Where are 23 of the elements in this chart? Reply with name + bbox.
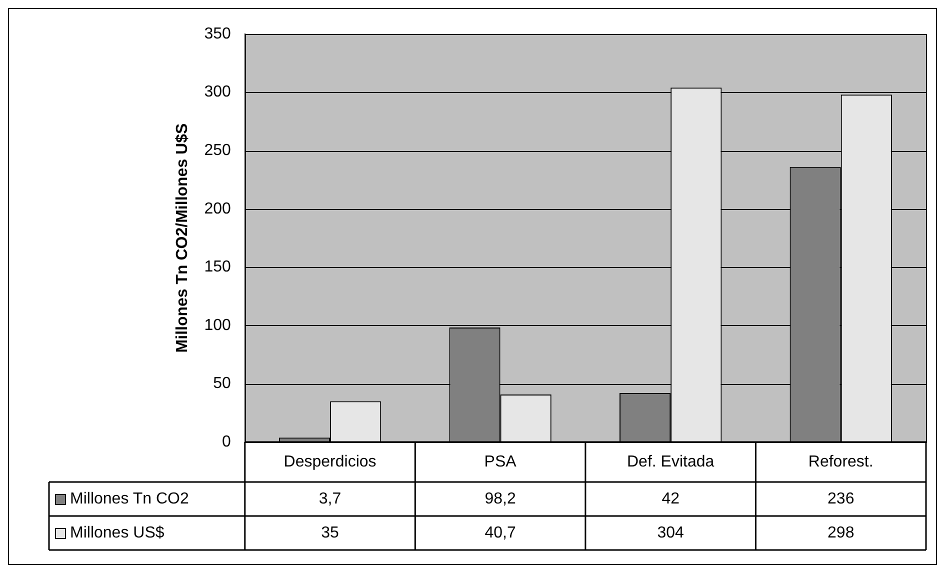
y-tick-label: 300 [204, 84, 231, 101]
legend-label: Millones Tn CO2 [70, 490, 189, 508]
x-tick-label: PSA [484, 453, 517, 470]
y-tick-label: 150 [204, 258, 231, 276]
y-tick-label: 100 [204, 316, 231, 334]
x-tick-label: Desperdicios [284, 453, 376, 470]
y-tick-label: 350 [204, 25, 231, 42]
data-label: 98,2 [484, 490, 516, 508]
data-label: 304 [657, 524, 684, 542]
y-tick-label: 200 [204, 200, 231, 218]
data-label: 236 [828, 490, 854, 508]
data-label: 40,7 [484, 524, 516, 542]
y-axis-title: Millones Tn CO2/Millones U$S [174, 122, 192, 353]
legend-label: Millones US$ [70, 524, 164, 542]
data-label: 3,7 [318, 490, 342, 508]
y-tick-label: 250 [204, 142, 231, 159]
data-label: 298 [828, 524, 854, 542]
data-label: 35 [321, 524, 340, 542]
y-tick-label: 0 [222, 433, 231, 450]
y-tick-label: 50 [213, 375, 231, 392]
data-label: 42 [662, 490, 680, 508]
x-tick-label: Def. Evitada [627, 453, 714, 470]
x-tick-label: Reforest. [808, 453, 874, 470]
